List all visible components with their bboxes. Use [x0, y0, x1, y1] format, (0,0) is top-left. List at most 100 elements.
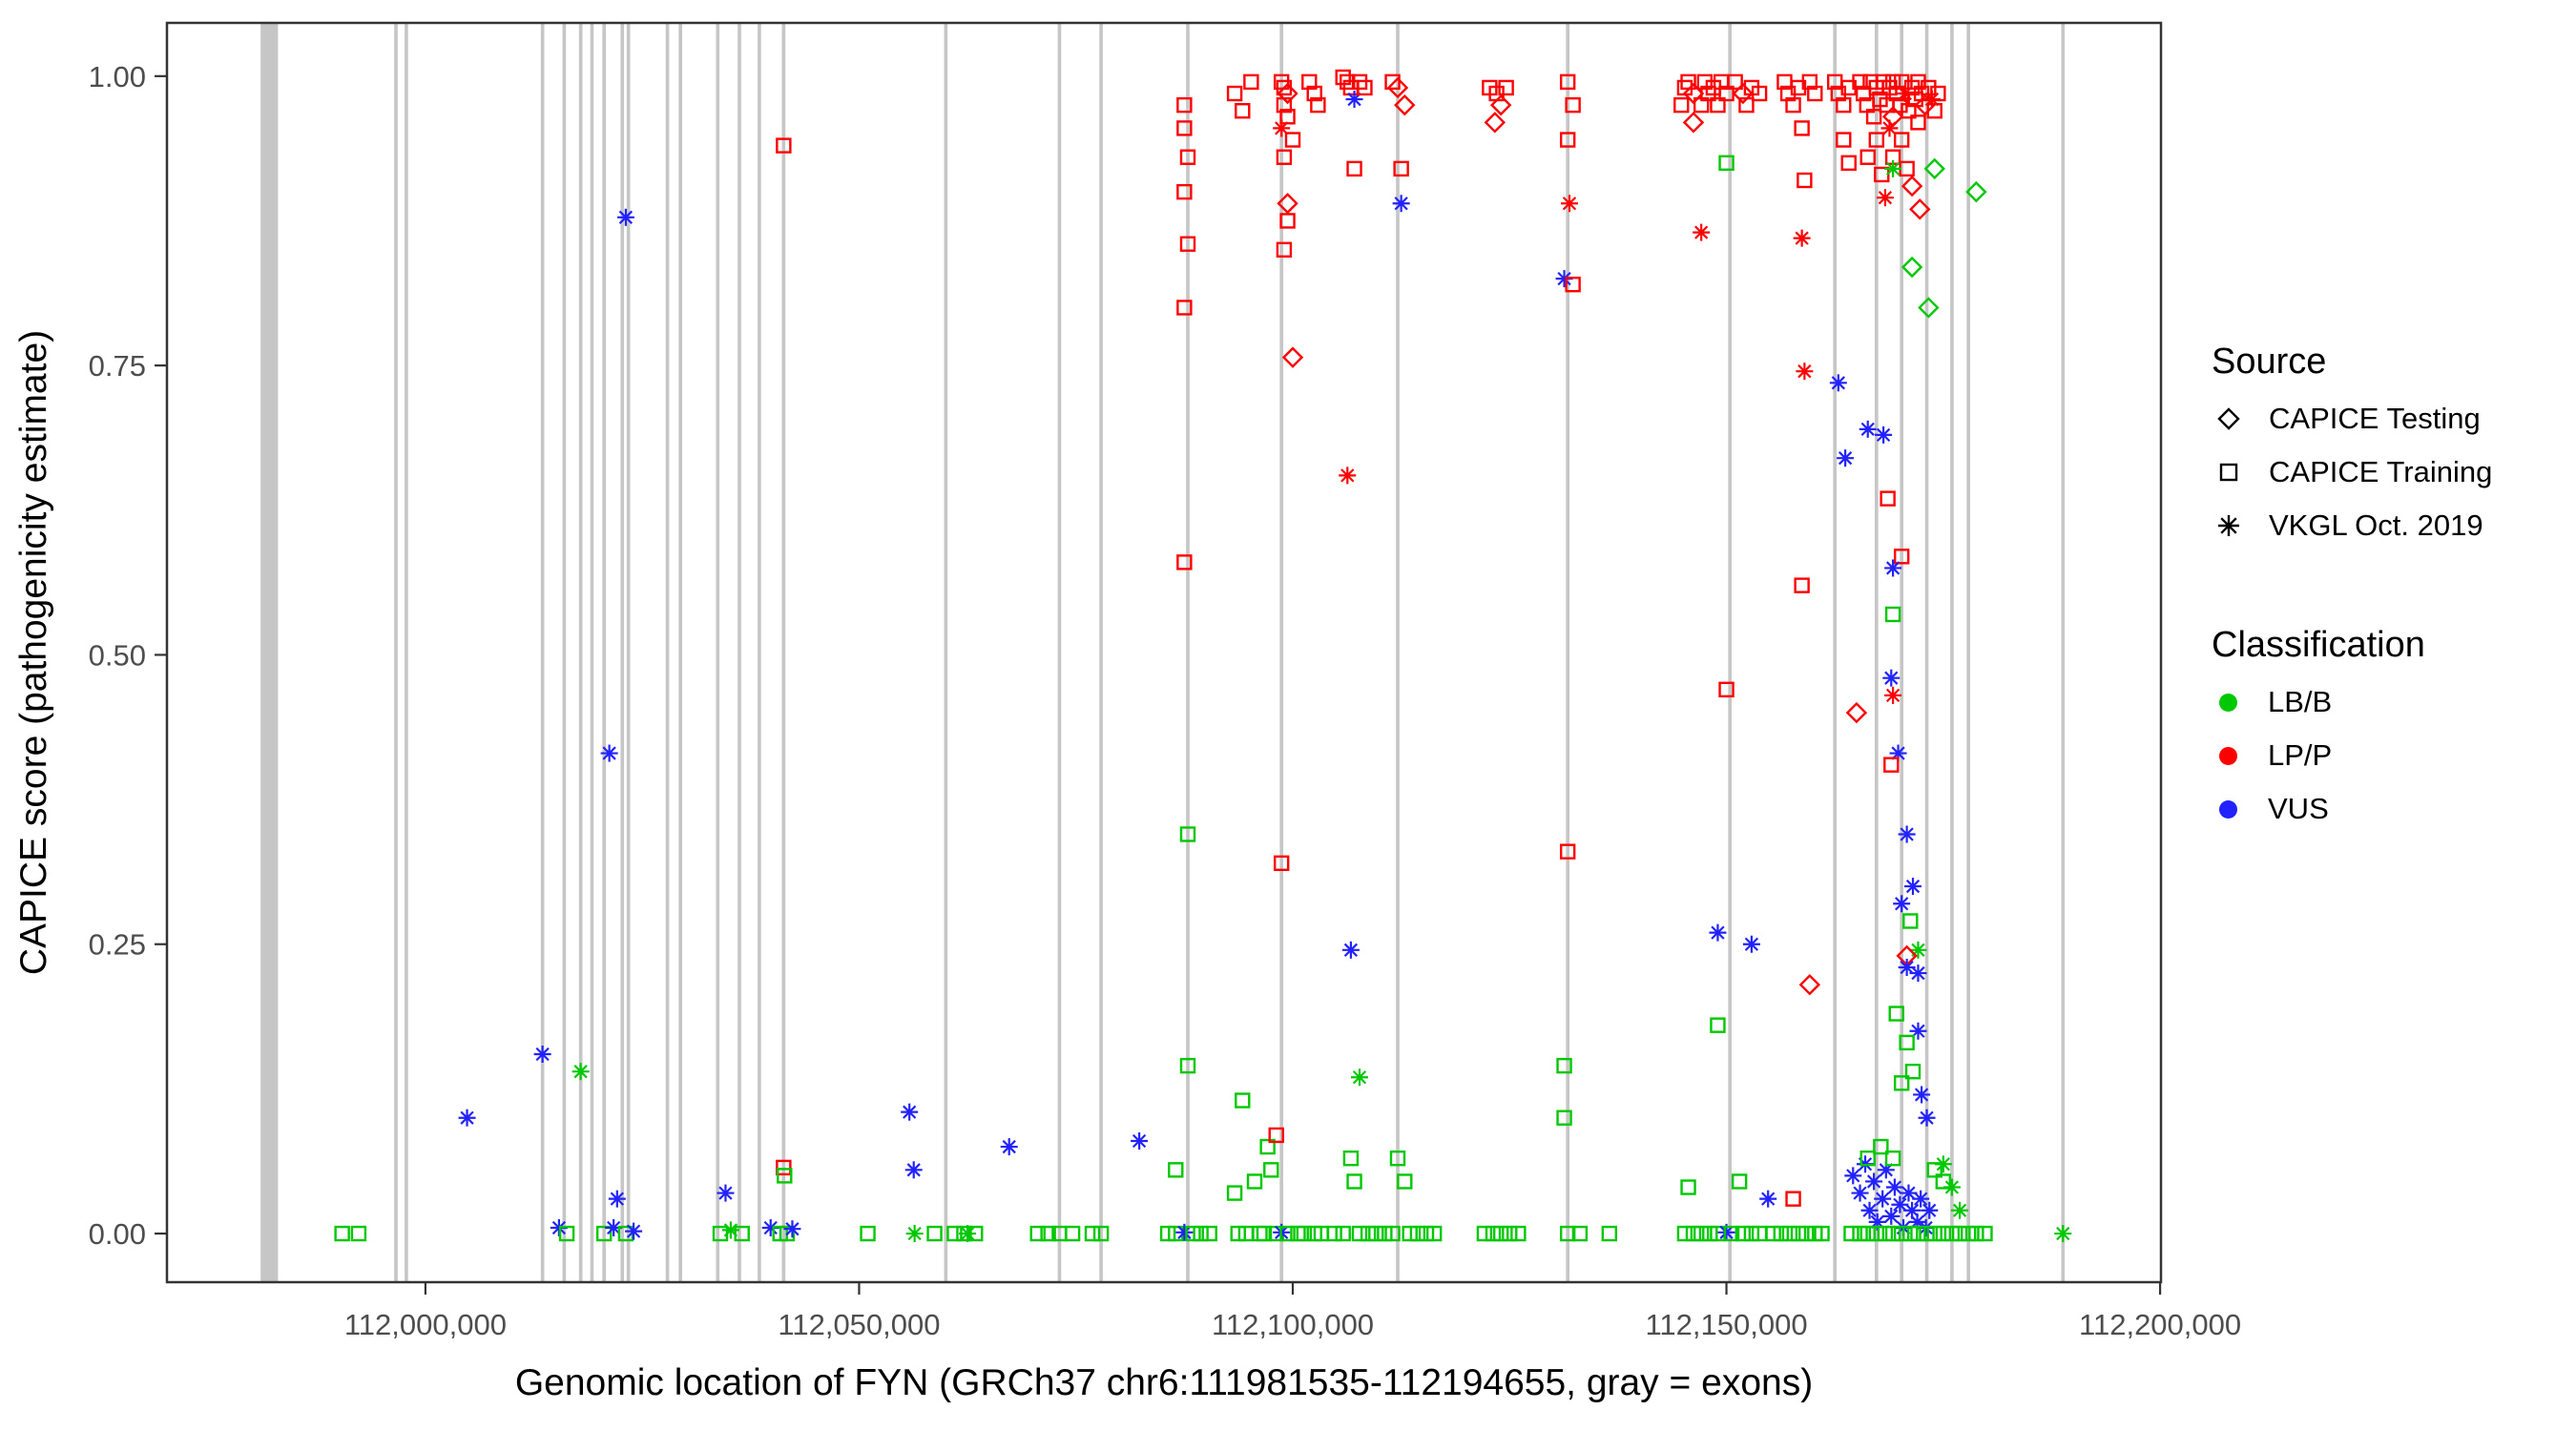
data-point-asterisk — [1909, 941, 1927, 959]
data-point-square — [1498, 79, 1514, 96]
data-point-square — [1357, 79, 1373, 96]
data-point-square — [1930, 85, 1946, 102]
x-tick-label: 112,100,000 — [1212, 1308, 1374, 1341]
data-point-square — [1926, 1225, 1942, 1242]
data-point-square — [734, 1225, 750, 1242]
y-tick-label: 0.00 — [89, 1217, 146, 1251]
data-point-square — [1346, 160, 1362, 177]
x-tick-label: 112,150,000 — [1645, 1308, 1807, 1341]
data-point-asterisk — [1913, 1086, 1931, 1104]
data-point-asterisk — [608, 1190, 626, 1208]
data-point-square — [1351, 1225, 1368, 1242]
data-point-square — [1893, 1225, 1910, 1242]
data-point-square — [1176, 96, 1193, 114]
data-point-asterisk — [717, 1184, 735, 1202]
data-point-square — [776, 1159, 792, 1176]
data-point-diamond — [1798, 974, 1821, 996]
data-point-square — [1843, 1225, 1859, 1242]
data-point-square — [1910, 114, 1926, 131]
data-point-asterisk — [1898, 825, 1916, 843]
data-point-square — [595, 1225, 613, 1242]
data-point-asterisk — [1882, 669, 1901, 687]
data-point-square — [558, 1225, 575, 1242]
data-point-square — [1476, 1225, 1493, 1242]
legend-item-label: VUS — [2268, 792, 2329, 825]
data-point-square — [1409, 1225, 1426, 1242]
data-point-diamond — [1845, 701, 1868, 724]
data-point-square — [1064, 1225, 1081, 1242]
data-point-square — [1301, 73, 1318, 91]
data-point-square — [1556, 1057, 1572, 1074]
data-point-square — [1868, 132, 1885, 148]
exon-band — [1057, 23, 1062, 1282]
exon-band — [1566, 23, 1569, 1282]
data-point-square — [1735, 1225, 1752, 1242]
data-point-asterisk — [458, 1109, 476, 1127]
legend-item-capice-testing: CAPICE Testing — [2212, 402, 2574, 436]
data-point-square — [1723, 1225, 1740, 1242]
data-point-square — [1384, 73, 1401, 91]
square-icon — [2219, 463, 2238, 482]
data-point-square — [1968, 1225, 1984, 1242]
data-point-square — [1738, 96, 1755, 114]
data-point-square — [1899, 1034, 1915, 1051]
data-point-square — [1193, 1225, 1209, 1242]
data-point-square — [1710, 1017, 1726, 1033]
data-point-square — [1092, 1225, 1110, 1242]
data-point-square — [1276, 149, 1293, 165]
data-point-square — [1268, 1127, 1284, 1144]
data-point-square — [1029, 1225, 1046, 1242]
exon-band — [944, 23, 948, 1282]
data-point-asterisk — [1759, 1190, 1777, 1208]
legend-item-label: LB/B — [2268, 685, 2333, 718]
data-point-square — [1176, 300, 1193, 316]
exon-band — [678, 23, 682, 1282]
data-point-square — [1259, 1138, 1276, 1155]
exon-band — [1833, 23, 1837, 1282]
y-axis-label: CAPICE score (pathogenicity estimate) — [13, 330, 54, 975]
data-point-square — [1510, 1225, 1527, 1242]
data-point-square — [1571, 1225, 1589, 1242]
exon-band — [394, 23, 398, 1282]
data-point-square — [1273, 855, 1290, 872]
exon-band — [2061, 23, 2066, 1282]
data-point-square — [1084, 1225, 1101, 1242]
data-point-square — [1951, 1225, 1968, 1242]
data-point-square — [1884, 1225, 1901, 1242]
data-point-diamond — [1881, 106, 1904, 128]
exon-band — [781, 23, 786, 1282]
data-point-square — [1246, 1173, 1263, 1190]
legend-item-lbb: LB/B — [2212, 685, 2574, 719]
exon-band — [1186, 23, 1190, 1282]
data-point-square — [1226, 1185, 1243, 1201]
data-point-square — [1814, 1225, 1830, 1242]
data-point-square — [1384, 1225, 1401, 1242]
data-point-square — [1296, 1225, 1313, 1242]
data-point-diamond — [1901, 175, 1923, 197]
data-point-asterisk — [1875, 425, 1893, 444]
data-point-square — [1731, 1173, 1748, 1190]
data-point-asterisk — [1351, 1068, 1368, 1087]
data-point-square — [1306, 85, 1322, 102]
data-point-asterisk — [1882, 1207, 1901, 1225]
data-point-square — [776, 137, 792, 154]
data-point-square — [1893, 549, 1910, 565]
legend-item-vkgl: VKGL Oct. 2019 — [2212, 508, 2574, 543]
data-point-asterisk — [1942, 1178, 1961, 1196]
data-point-square — [1680, 1179, 1696, 1195]
x-axis-label: Genomic location of FYN (GRCh37 chr6:111… — [515, 1362, 1813, 1403]
data-point-asterisk — [783, 1220, 801, 1238]
data-point-asterisk — [901, 1103, 919, 1121]
data-point-asterisk — [1885, 1178, 1903, 1196]
exon-band — [1966, 23, 1970, 1282]
data-point-asterisk — [1175, 1223, 1194, 1241]
data-point-square — [1977, 1225, 1993, 1242]
exon-band — [665, 23, 670, 1282]
data-point-square — [1040, 1225, 1056, 1242]
data-point-asterisk — [616, 208, 634, 226]
exon-band — [1900, 23, 1903, 1282]
exon-band — [260, 23, 279, 1282]
data-point-square — [860, 1225, 876, 1242]
data-point-diamond — [1923, 157, 1945, 180]
data-point-square — [1179, 826, 1196, 842]
